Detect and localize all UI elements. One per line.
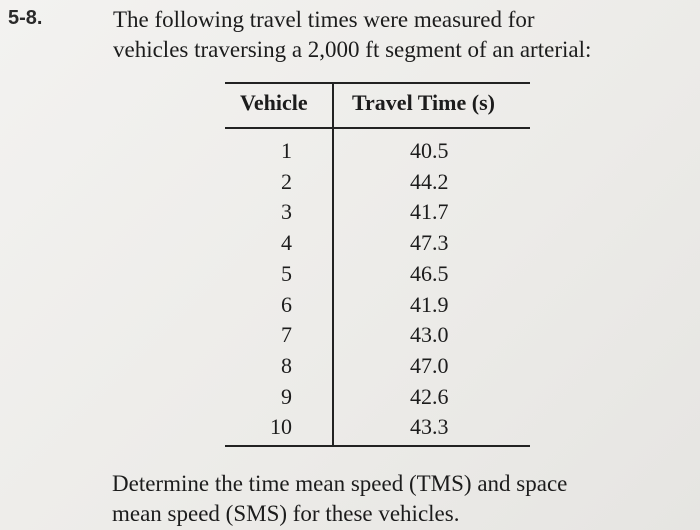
column-divider: [332, 82, 334, 446]
travel-time-cell: 44.2: [410, 168, 449, 194]
vehicle-cell: 7: [281, 322, 292, 348]
travel-time-cell: 43.0: [410, 322, 449, 348]
travel-time-cell: 47.0: [410, 352, 449, 378]
question-line: Determine the time mean speed (TMS) and …: [112, 471, 568, 496]
intro-line: The following travel times were measured…: [113, 7, 535, 32]
vehicle-cell: 8: [281, 352, 292, 378]
vehicle-cell: 5: [281, 260, 292, 286]
vehicle-cell: 3: [281, 199, 292, 225]
question-line: mean speed (SMS) for these vehicles.: [112, 501, 460, 526]
travel-time-cell: 42.6: [410, 383, 449, 409]
vehicle-cell: 6: [281, 291, 292, 317]
table-bottom-rule: [225, 445, 530, 447]
travel-time-cell: 40.5: [410, 138, 449, 163]
column-header: Travel Time (s): [352, 90, 495, 115]
vehicle-cell: 1: [281, 138, 292, 163]
header-rule: [225, 127, 530, 129]
intro-line: vehicles traversing a 2,000 ft segment o…: [113, 37, 592, 62]
travel-time-cell: 41.9: [410, 291, 449, 317]
vehicle-cell: 9: [281, 383, 292, 409]
travel-time-cell: 41.7: [410, 199, 449, 225]
vehicle-cell: 4: [281, 230, 292, 256]
vehicle-cell: 2: [281, 168, 292, 194]
vehicle-cell: 10: [270, 414, 292, 440]
problem-number: 5-8.: [8, 7, 43, 29]
travel-time-cell: 43.3: [410, 414, 449, 440]
travel-time-cell: 47.3: [410, 230, 449, 256]
travel-time-cell: 46.5: [410, 260, 449, 286]
column-header: Vehicle: [240, 90, 308, 115]
table-top-rule: [225, 82, 530, 84]
